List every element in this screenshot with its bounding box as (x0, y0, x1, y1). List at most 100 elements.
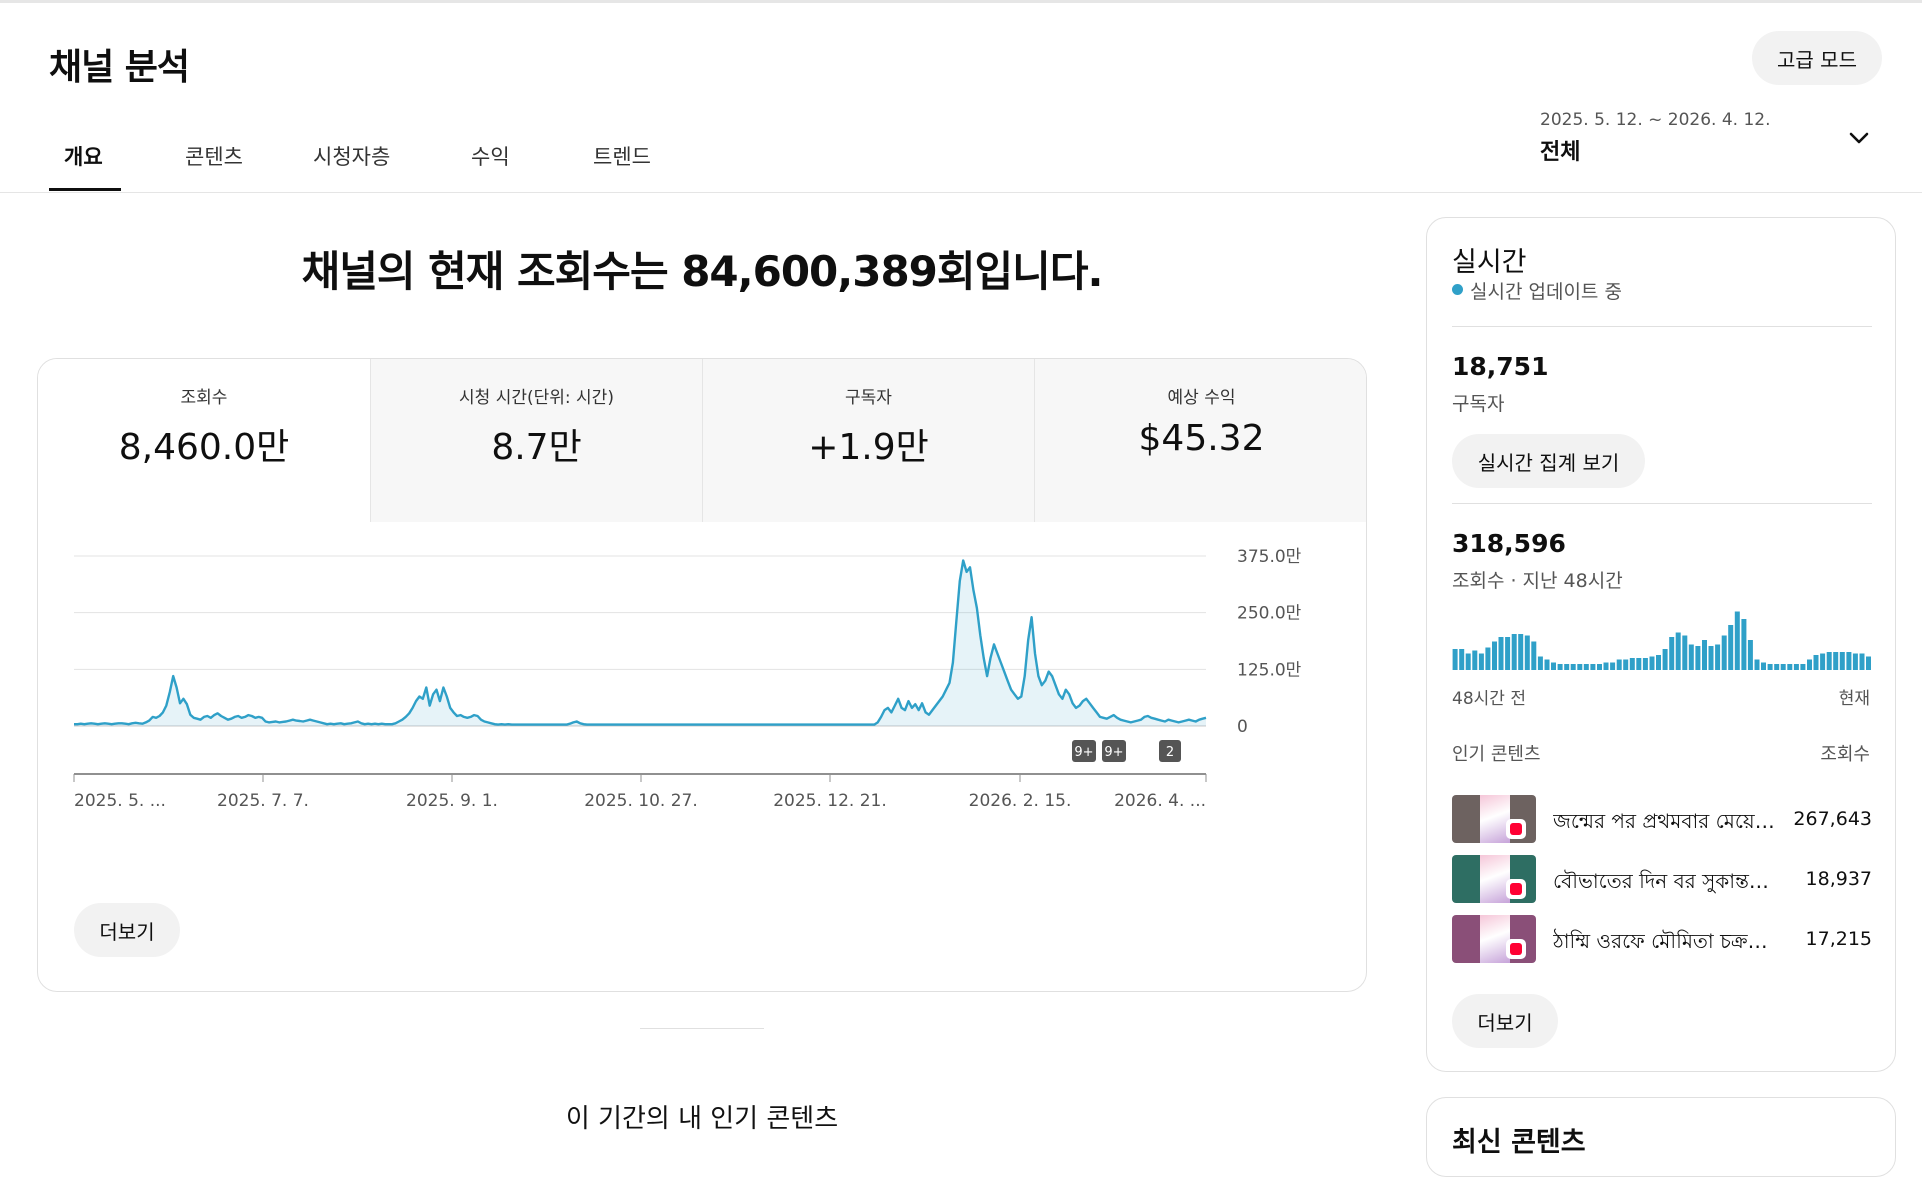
event-marker[interactable]: 9+ (1102, 740, 1126, 762)
tab-content[interactable]: 콘텐츠 (185, 145, 243, 169)
x-tick-label: 2025. 5. ... (74, 791, 166, 811)
hour-bar (1551, 662, 1556, 670)
views-48h-bar-chart[interactable] (1452, 608, 1872, 670)
metric-tab-views[interactable]: 조회수 8,460.0만 (38, 359, 370, 522)
video-thumbnail (1452, 795, 1536, 843)
shorts-icon (1506, 879, 1526, 899)
metric-label: 조회수 (180, 388, 228, 408)
hour-bar (1774, 664, 1780, 670)
bar-axis-start: 48시간 전 (1452, 689, 1526, 709)
hour-bar (1485, 647, 1491, 670)
hour-bar (1465, 653, 1471, 670)
metric-label: 구독자 (845, 388, 892, 408)
hour-bar (1649, 656, 1655, 670)
hour-bar (1682, 635, 1688, 670)
top-content-item[interactable]: ঠাম্মি ওরফে মৌমিতা চক্রবর্তী 17,215 (1452, 915, 1872, 963)
series-area (74, 560, 1206, 726)
tab-trends[interactable]: 트렌드 (593, 145, 651, 169)
advanced-mode-button[interactable]: 고급 모드 (1752, 31, 1882, 85)
section-divider (640, 1028, 764, 1029)
tab-audience[interactable]: 시청자층 (313, 145, 391, 169)
realtime-report-button[interactable]: 실시간 집계 보기 (1452, 434, 1645, 488)
tab-revenue[interactable]: 수익 (471, 145, 510, 169)
hour-bar (1459, 649, 1465, 670)
hour-bar (1741, 619, 1747, 670)
hour-bar (1564, 664, 1570, 670)
hour-bar (1695, 646, 1701, 670)
hour-bar (1839, 652, 1845, 670)
hour-bar (1557, 664, 1563, 670)
hour-bar (1780, 664, 1786, 670)
date-range-text[interactable]: 2025. 5. 12. ~ 2026. 4. 12. (1540, 110, 1771, 130)
hour-bar (1505, 637, 1511, 670)
hour-bar (1544, 659, 1550, 670)
hour-bar (1846, 652, 1852, 670)
event-marker[interactable]: 9+ (1072, 740, 1096, 762)
date-range-label[interactable]: 전체 (1540, 140, 1581, 165)
hour-bar (1603, 662, 1609, 670)
hour-bar (1747, 640, 1753, 670)
subscriber-count: 18,751 (1452, 352, 1549, 381)
event-marker-label: 9+ (1104, 745, 1123, 760)
video-views: 267,643 (1793, 808, 1872, 830)
tab-overview[interactable]: 개요 (64, 145, 103, 169)
event-marker-badge (1102, 740, 1126, 762)
hour-bar (1636, 658, 1642, 670)
event-marker-badge (1072, 740, 1096, 762)
video-views: 17,215 (1805, 928, 1872, 950)
hour-bar (1826, 652, 1832, 670)
views-chart[interactable]: 375.0만 250.0만 125.0만 0 9+ 9+ 2 2025. 5. ... 2025… (38, 522, 1367, 892)
metric-label: 시청 시간(단위: 시간) (459, 388, 614, 408)
hour-bar (1590, 664, 1596, 670)
top-content-header: 인기 콘텐츠 (1452, 744, 1541, 765)
hour-bar (1721, 635, 1727, 670)
hour-bar (1616, 659, 1622, 670)
x-tick-label: 2026. 4. ... (1114, 791, 1206, 811)
hour-bar (1524, 635, 1530, 670)
event-marker-label: 2 (1166, 745, 1174, 760)
metric-value: +1.9만 (808, 427, 929, 468)
hour-bar (1472, 650, 1478, 670)
x-tick-label: 2025. 10. 27. (584, 791, 698, 811)
hour-bar (1820, 653, 1826, 670)
hour-bar (1866, 656, 1871, 670)
page-header: 채널 분석 고급 모드 개요 콘텐츠 시청자층 수익 트렌드 2025. 5. … (0, 0, 1922, 193)
hour-bar (1708, 646, 1714, 670)
metric-value: 8.7만 (491, 427, 582, 468)
hour-bar (1577, 664, 1583, 670)
metric-tab-watch-time[interactable]: 시청 시간(단위: 시간) 8.7만 (370, 359, 702, 522)
hour-bar (1669, 637, 1675, 670)
realtime-title: 실시간 (1452, 247, 1527, 278)
hour-bar (1583, 664, 1589, 670)
video-title: জন্মের পর প্রথমবার মেয়ের মুখ (1553, 809, 1775, 833)
hour-bar (1702, 640, 1707, 670)
latest-content-panel: 최신 콘텐츠 (1426, 1097, 1896, 1177)
hour-bar (1492, 641, 1497, 670)
metric-tab-subscribers[interactable]: 구독자 +1.9만 (702, 359, 1034, 522)
x-tick-label: 2025. 9. 1. (406, 791, 498, 811)
shorts-icon (1506, 819, 1526, 839)
hour-bar (1715, 644, 1721, 670)
event-marker[interactable]: 2 (1159, 740, 1181, 762)
top-content-item[interactable]: বৌভাতের দিন বর সুকান্ত রায় 18,937 (1452, 855, 1872, 903)
metric-tab-revenue[interactable]: 예상 수익 $45.32 (1034, 359, 1366, 522)
hour-bar (1478, 653, 1484, 670)
chevron-down-icon[interactable] (1845, 124, 1873, 152)
hour-bar (1793, 664, 1799, 670)
x-tick-label: 2025. 12. 21. (773, 791, 887, 811)
top-content-more-button[interactable]: 더보기 (1452, 994, 1558, 1048)
hour-bar (1452, 649, 1458, 670)
hour-bar (1807, 659, 1812, 670)
video-thumbnail (1452, 855, 1536, 903)
hour-bar (1531, 641, 1537, 670)
top-content-item[interactable]: জন্মের পর প্রথমবার মেয়ের মুখ 267,643 (1452, 795, 1872, 843)
chart-more-button[interactable]: 더보기 (74, 903, 180, 957)
views-48h-label: 조회수 · 지난 48시간 (1452, 570, 1623, 592)
hour-bar (1852, 653, 1858, 670)
hour-bar (1656, 655, 1661, 670)
top-content-title: 이 기간의 내 인기 콘텐츠 (565, 1104, 839, 1134)
hour-bar (1800, 664, 1806, 670)
hour-bar (1813, 655, 1819, 670)
y-tick-label: 375.0만 (1237, 547, 1302, 567)
y-tick-label: 0 (1237, 717, 1248, 737)
